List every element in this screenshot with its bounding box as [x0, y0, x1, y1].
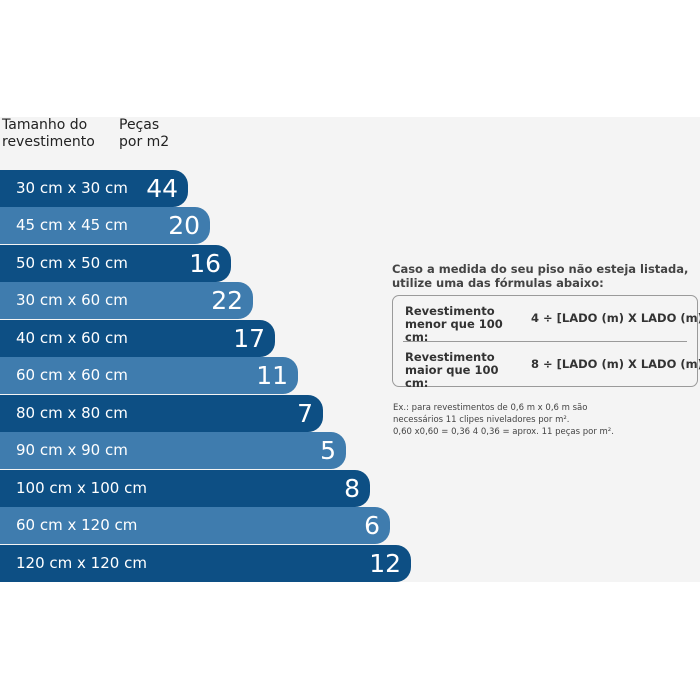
size-row-6: 60 cm x 60 cm 11 [0, 357, 298, 394]
pieces-column-header: Peças por m2 [119, 117, 170, 150]
row-pieces-value: 11 [256, 361, 288, 390]
size-row-7: 80 cm x 80 cm 7 [0, 395, 323, 432]
row-size-label: 100 cm x 100 cm [16, 479, 147, 497]
large-tile-label: Revestimento maior que 100 cm: [405, 350, 499, 390]
row-pieces-value: 44 [146, 174, 178, 203]
row-size-label: 30 cm x 30 cm [16, 179, 128, 197]
size-row-1: 30 cm x 30 cm 44 [0, 170, 188, 207]
size-row-3: 50 cm x 50 cm 16 [0, 245, 231, 282]
row-size-label: 45 cm x 45 cm [16, 216, 128, 234]
row-pieces-value: 8 [344, 474, 360, 503]
row-size-label: 50 cm x 50 cm [16, 254, 128, 272]
row-pieces-value: 20 [168, 211, 200, 240]
formula-box: Revestimento menor que 100 cm: 4 ÷ [LADO… [392, 295, 700, 390]
size-row-4: 30 cm x 60 cm 22 [0, 282, 253, 319]
row-pieces-value: 22 [211, 286, 243, 315]
row-pieces-value: 6 [364, 511, 380, 540]
size-row-9: 100 cm x 100 cm 8 [0, 470, 370, 507]
size-row-8: 90 cm x 90 cm 5 [0, 432, 346, 469]
row-size-label: 30 cm x 60 cm [16, 291, 128, 309]
size-row-2: 45 cm x 45 cm 20 [0, 207, 210, 244]
size-row-11: 120 cm x 120 cm 12 [0, 545, 411, 582]
example-note: Ex.: para revestimentos de 0,6 m x 0,6 m… [393, 403, 614, 437]
row-pieces-value: 12 [369, 549, 401, 578]
large-tile-formula: 8 ÷ [LADO (m) X LADO (m)] [531, 357, 700, 371]
row-size-label: 80 cm x 80 cm [16, 404, 128, 422]
row-pieces-value: 5 [320, 436, 336, 465]
row-size-label: 40 cm x 60 cm [16, 329, 128, 347]
row-pieces-value: 17 [233, 324, 265, 353]
row-size-label: 60 cm x 60 cm [16, 366, 128, 384]
row-size-label: 60 cm x 120 cm [16, 516, 138, 534]
row-size-label: 120 cm x 120 cm [16, 554, 147, 572]
row-pieces-value: 7 [297, 399, 313, 428]
size-column-header: Tamanho do revestimento [2, 117, 95, 150]
small-tile-label: Revestimento menor que 100 cm: [405, 304, 503, 344]
size-row-5: 40 cm x 60 cm 17 [0, 320, 275, 357]
row-size-label: 90 cm x 90 cm [16, 441, 128, 459]
size-row-10: 60 cm x 120 cm 6 [0, 507, 390, 544]
formula-divider [403, 341, 687, 342]
row-pieces-value: 16 [189, 249, 221, 278]
formula-intro: Caso a medida do seu piso não esteja lis… [392, 262, 689, 290]
small-tile-formula: 4 ÷ [LADO (m) X LADO (m)] [531, 311, 700, 325]
